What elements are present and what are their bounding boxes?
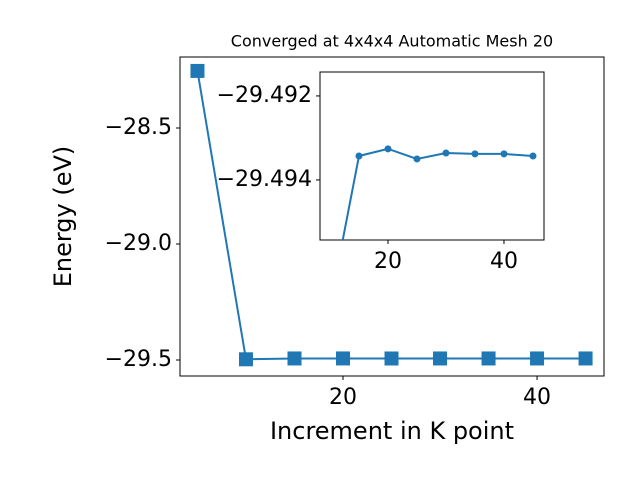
y-tick-label: −29.494	[217, 167, 312, 192]
y-axis-label: Energy (eV)	[49, 146, 77, 288]
marker	[471, 150, 479, 158]
y-tick-label: −29.492	[217, 83, 312, 108]
marker	[442, 149, 450, 157]
x-tick-label: 20	[329, 385, 357, 410]
marker	[578, 351, 593, 366]
x-axis-label: Increment in K point	[270, 417, 514, 445]
marker	[287, 351, 302, 366]
x-tick-label: 40	[523, 385, 551, 410]
marker	[433, 351, 448, 366]
marker	[190, 63, 205, 78]
marker	[336, 351, 351, 366]
plot-area	[190, 63, 593, 367]
marker	[384, 145, 392, 153]
y-tick-label: −28.5	[105, 115, 172, 140]
x-tick-label: 40	[490, 249, 518, 274]
marker	[481, 351, 496, 366]
plot-area	[341, 145, 537, 240]
marker	[413, 155, 421, 163]
marker	[355, 152, 363, 160]
x-tick-label: 20	[374, 249, 402, 274]
marker	[530, 351, 545, 366]
series-line	[341, 147, 534, 240]
chart-title: Converged at 4x4x4 Automatic Mesh 20	[231, 32, 553, 51]
marker	[500, 150, 508, 158]
y-tick-label: −29.5	[105, 347, 172, 372]
y-tick-label: −29.0	[105, 231, 172, 256]
marker	[238, 352, 253, 367]
marker	[384, 351, 399, 366]
marker	[529, 152, 537, 160]
